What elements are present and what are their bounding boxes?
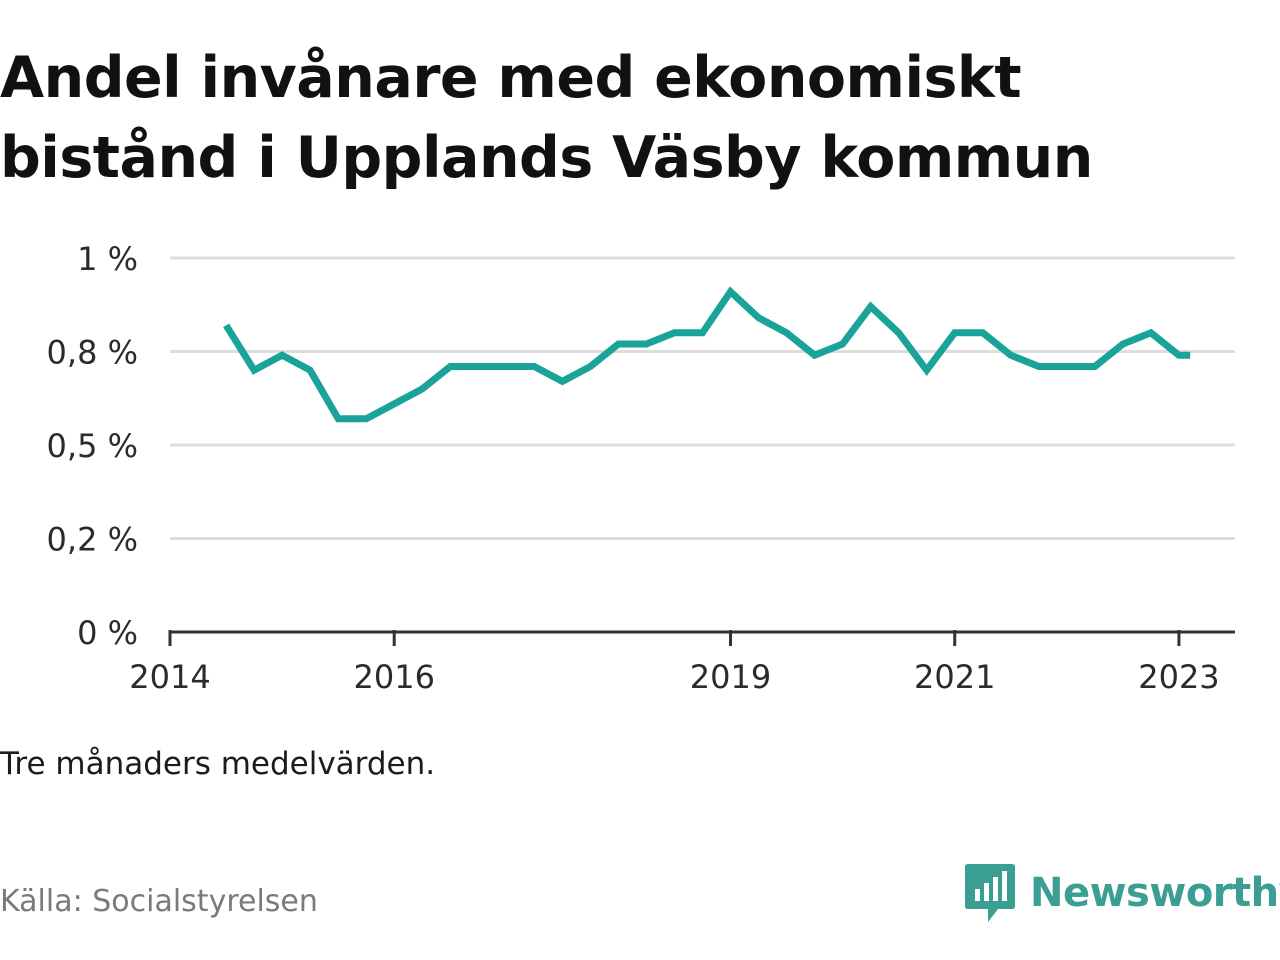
x-tick-label: 2016 xyxy=(353,658,434,696)
x-tick-label: 2019 xyxy=(690,658,771,696)
y-tick-label: 0,5 % xyxy=(47,427,138,465)
x-tick-label: 2014 xyxy=(129,658,210,696)
newsworthy-logo: Newsworthy xyxy=(964,862,1280,924)
y-tick-label: 0,2 % xyxy=(47,521,138,559)
chart-title: Andel invånare med ekonomiskt bistånd i … xyxy=(0,45,1093,191)
brand-name: Newsworthy xyxy=(1030,870,1280,916)
y-tick-label: 0 % xyxy=(77,614,138,652)
newsworthy-logo-icon xyxy=(965,864,1015,922)
gridlines xyxy=(170,256,1235,540)
x-axis-labels: 2014 2016 2019 2021 2023 xyxy=(129,658,1219,696)
chart-note: Tre månaders medelvärden. xyxy=(0,746,436,782)
x-tick-label: 2021 xyxy=(914,658,995,696)
y-tick-label: 1 % xyxy=(77,240,138,278)
y-axis-labels: 0 % 0,2 % 0,5 % 0,8 % 1 % xyxy=(47,240,138,652)
series-line xyxy=(223,286,1191,423)
x-tick-label: 2023 xyxy=(1138,658,1219,696)
y-tick-label: 0,8 % xyxy=(47,334,138,372)
x-axis xyxy=(168,630,1235,646)
source-credit: Källa: Socialstyrelsen xyxy=(0,884,318,919)
series-layer xyxy=(223,286,1191,423)
line-chart: 0 %0,2 %0,5 %0,8 %1 % 2014 2016 2019 2021 20… xyxy=(47,240,1235,696)
